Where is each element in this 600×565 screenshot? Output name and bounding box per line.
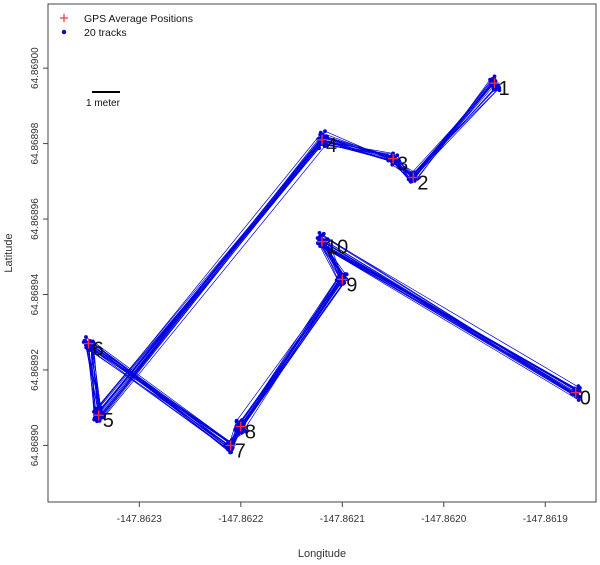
average-position-marker [93,410,104,421]
track-point [322,144,327,149]
track-point [316,143,321,148]
waypoint-label: 0 [580,388,591,410]
track-point [95,406,100,411]
x-tick-label: -147.8622 [218,514,263,525]
track-point [318,132,323,137]
y-tick-label: 64.86894 [30,273,41,315]
y-axis: 64.86890 64.86892 64.86894 64.86896 64.86898… [30,47,48,466]
track-point [234,418,239,423]
track-point [88,345,93,350]
track-point [395,153,400,158]
track-point [91,344,96,348]
track-point [577,395,582,399]
track-point [84,345,89,350]
track-point [576,398,581,402]
y-tick-label: 64.86898 [30,122,41,164]
track-point [497,88,502,93]
track-point [321,231,326,236]
average-position-marker [337,274,348,285]
scale-bar-label: 1 meter [86,98,121,109]
track-point [98,408,103,413]
track-point [488,77,492,82]
track-point [92,409,96,414]
average-position-marker [408,172,419,183]
legend-dot-marker [61,29,67,35]
x-tick-label: -147.8619 [523,514,568,525]
track-point [233,427,238,432]
y-tick-label: 64.86896 [30,198,41,240]
average-position-marker [225,440,236,451]
track-point [92,417,97,422]
track-point [101,415,106,420]
waypoint-label: 1 [499,78,510,100]
track-point [408,179,413,184]
y-tick-label: 64.86892 [30,349,41,391]
y-tick-label: 64.86900 [30,47,41,89]
average-position-marker [317,134,327,145]
average-position-marker [83,338,94,349]
track-point [323,129,327,134]
track-point [84,335,88,339]
track-point [318,234,322,239]
waypoint-label: 3 [397,154,408,176]
scale-bar: 1 meter [86,91,121,109]
y-axis-label: Latitude [3,233,15,272]
x-tick-label: -147.8620 [421,514,466,525]
legend-entry-label: GPS Average Positions [84,13,193,25]
x-axis-label: Longitude [298,548,346,560]
track-point [344,272,349,277]
track-point [385,153,390,158]
waypoint-label: 7 [235,440,246,462]
waypoint-label: 2 [417,173,428,195]
average-position-marker [570,387,581,398]
waypoint-label: 9 [346,274,357,296]
track-point [317,146,321,151]
average-position-marker [235,421,246,432]
track-point [323,243,327,247]
track-point [325,237,330,242]
y-tick-label: 64.86890 [30,424,41,466]
waypoint-labels-layer: 0 1 23 4 10 9 87 5 6 [93,78,591,462]
waypoint-label: 4 [326,135,337,157]
waypoint-label: 10 [326,237,348,259]
x-tick-label: -147.8623 [117,514,162,525]
track-point [336,275,340,280]
average-positions-layer [83,78,581,451]
track-point [397,158,401,163]
track-point [242,427,247,432]
x-tick-label: -147.8621 [320,514,365,525]
track-point [492,74,497,79]
waypoint-label: 6 [93,339,104,361]
track-point [231,440,236,445]
track-point [227,441,231,446]
waypoint-label: 8 [245,422,256,444]
waypoint-label: 5 [103,410,114,432]
legend: GPS Average Positions 20 tracks [60,13,193,39]
plot-frame [47,3,597,503]
average-position-marker [388,153,399,164]
x-axis: -147.8623 -147.8622 -147.8621 -147.8620 -147… [117,502,568,525]
average-position-marker [317,236,327,247]
average-position-marker [489,78,500,89]
track-point [317,231,322,235]
legend-entry-label: 20 tracks [84,27,127,39]
track-point [98,411,103,415]
